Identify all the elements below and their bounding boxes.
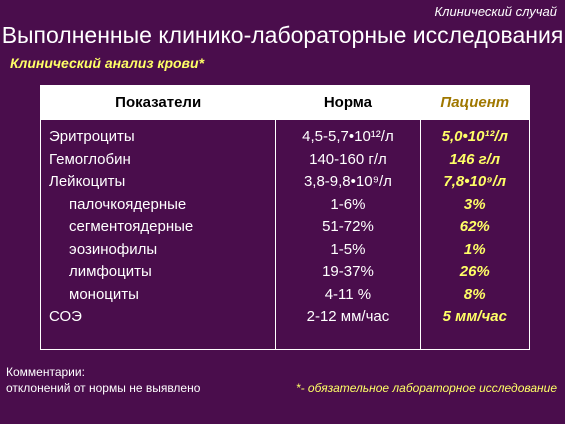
indicator-cell: палочкоядерные (69, 195, 187, 213)
indicator-cell: СОЭ (49, 308, 82, 325)
norm-cell: 140-160 г/л (309, 150, 387, 168)
norm-cell: 19-37% (322, 263, 374, 280)
patient-cell: 8% (463, 285, 486, 303)
patient-column: 5,0•10¹²/л 146 г/л 7,8•10⁹/л 3% 62% 1% 26% 8% 5 … (419, 119, 531, 350)
patient-cell: 3% (463, 195, 486, 213)
patient-cell: 1% (463, 240, 486, 258)
footnote: *- обязательное лабораторное исследовани… (295, 381, 557, 395)
indicator-column: Эритроциты Гемоглобин Лейкоциты палочкоядер… (39, 119, 277, 350)
patient-cell: 5 мм/час (442, 308, 507, 325)
patient-cell: 7,8•10⁹/л (443, 173, 507, 190)
header-row: Показатели Норма Пациент (39, 85, 531, 120)
subtitle: Клинический анализ крови* (10, 55, 205, 71)
norm-cell: 3,8-9,8•10⁹/л (303, 173, 392, 190)
norm-cell: 1-5% (330, 240, 366, 258)
slide-tag: Клинический случай (434, 4, 557, 19)
indicator-cell: Гемоглобин (49, 150, 131, 168)
patient-cell: 146 г/л (449, 150, 501, 168)
patient-cell: 5,0•10¹²/л (441, 128, 508, 145)
patient-cell: 26% (459, 263, 490, 280)
patient-cell: 62% (459, 218, 490, 235)
column-header: Пациент (419, 85, 531, 120)
indicator-cell: моноциты (69, 285, 139, 303)
norm-cell: 4-11 % (324, 285, 372, 303)
column-header: Показатели (39, 85, 277, 120)
norm-cell: 51-72% (322, 218, 374, 235)
indicator-cell: Лейкоциты (49, 173, 126, 190)
indicator-cell: лимфоциты (69, 263, 152, 280)
comment: отклонений от нормы не выявлено (6, 381, 201, 395)
norm-column: 4,5-5,7•10¹²/л 140-160 г/л 3,8-9,8•10⁹/л 1-… (275, 119, 421, 350)
title: Выполненные клинико-лабораторные исследо… (1, 22, 564, 48)
column-header: Норма (275, 85, 421, 120)
results-table: Показатели Норма Пациент Эритроциты Гемогло… (39, 85, 531, 350)
body-row: Эритроциты Гемоглобин Лейкоциты палочкоядер… (39, 119, 531, 350)
comment-title: Комментарии: (6, 365, 85, 379)
norm-cell: 2-12 мм/час (306, 308, 390, 325)
indicator-cell: сегментоядерные (69, 218, 194, 235)
norm-cell: 1-6% (330, 195, 366, 213)
indicator-cell: Эритроциты (49, 128, 135, 145)
norm-cell: 4,5-5,7•10¹²/л (302, 128, 394, 145)
indicator-cell: эозинофилы (69, 240, 158, 258)
